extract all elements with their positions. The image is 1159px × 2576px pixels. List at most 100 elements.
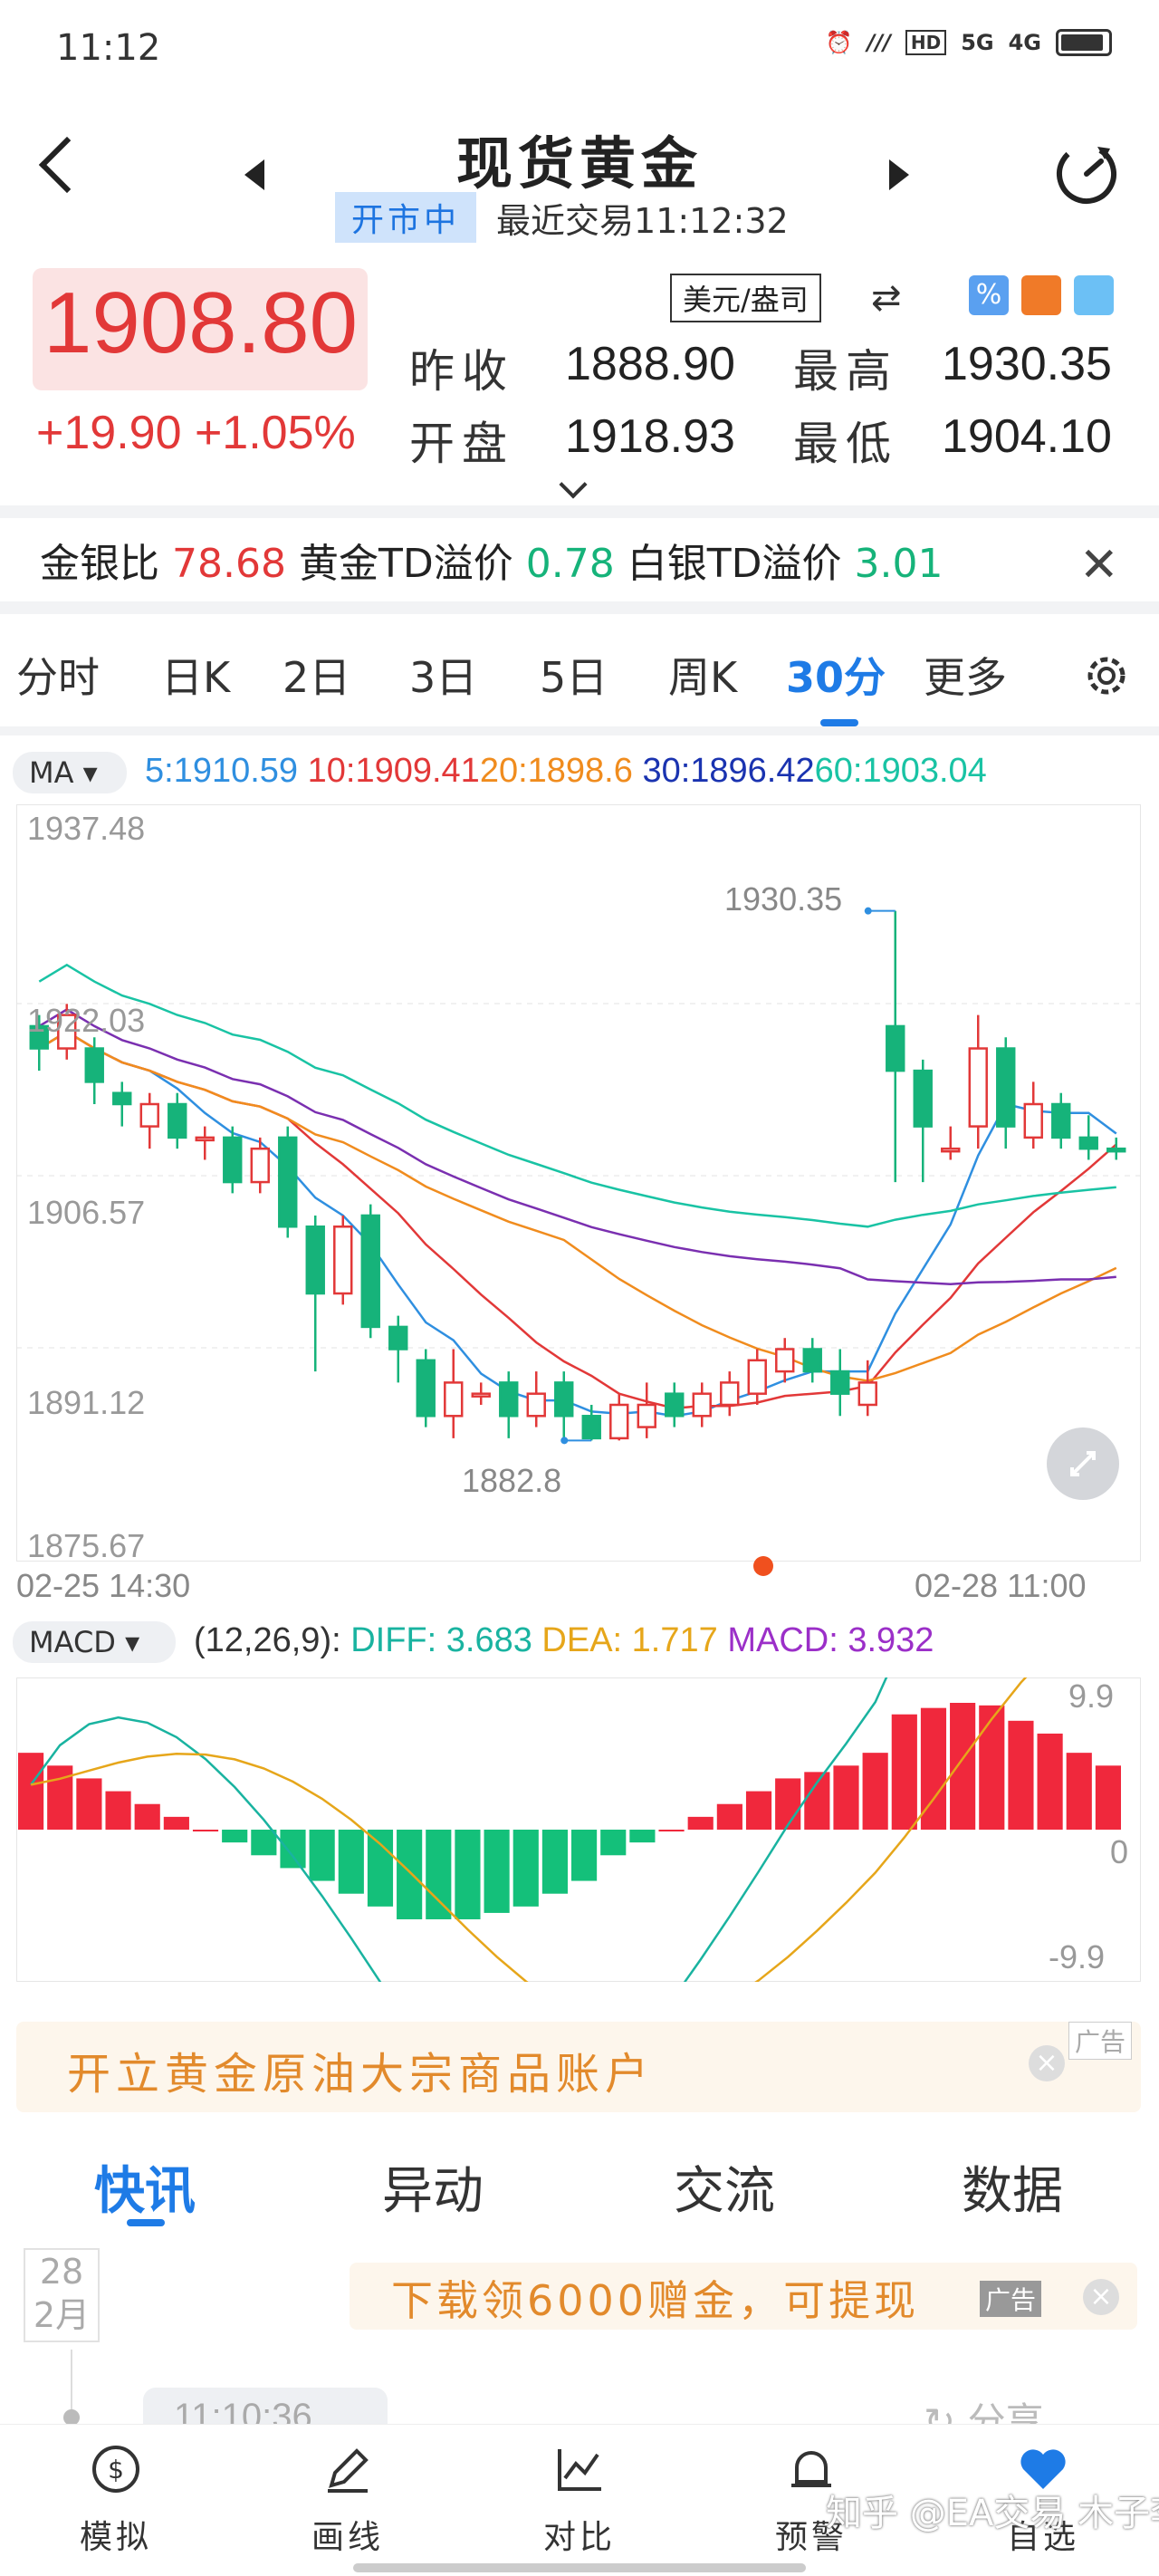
market-status-badge: 开市中 [335, 192, 477, 243]
calculator-icon[interactable]: % [969, 275, 1009, 315]
candle [168, 1092, 187, 1149]
high-value: 1930.35 [942, 338, 1112, 390]
macd-y-tick: 0 [1110, 1833, 1129, 1870]
macd-bar [338, 1830, 364, 1894]
kline-chart-frame[interactable] [16, 804, 1141, 1562]
tab-intraday[interactable]: 分时 [16, 653, 100, 702]
candle [886, 910, 905, 1183]
diff-value: DIFF: 3.683 [350, 1621, 532, 1659]
watermark: 知乎 @EA交易 木子李 [826, 2493, 1159, 2534]
unit-selector[interactable]: 美元/盎司 [670, 274, 821, 322]
diff-line [30, 1677, 888, 1982]
macd-bar [541, 1830, 568, 1894]
active-news-tab-indicator [127, 2219, 165, 2226]
high-label: 最高 [793, 345, 898, 398]
nav-alarm[interactable]: 预警 [748, 2442, 875, 2558]
macd-chart-frame[interactable] [16, 1677, 1141, 1982]
candle [57, 1004, 77, 1060]
macd-bar [979, 1705, 1005, 1830]
lighthouse-icon[interactable] [1021, 275, 1061, 315]
candle [223, 1126, 243, 1194]
candle [609, 1393, 629, 1441]
status-time: 11:12 [56, 27, 161, 69]
macd-selector[interactable]: MACD ▾ [13, 1621, 176, 1663]
nav-compare-label: 对比 [542, 2519, 616, 2556]
candle [360, 1204, 380, 1339]
ma5-line [38, 1030, 1117, 1418]
y-tick-label: 1937.48 [27, 810, 146, 847]
next-instrument-icon[interactable] [889, 159, 909, 190]
battery-icon [1056, 29, 1112, 56]
fullscreen-button[interactable] [1047, 1427, 1119, 1500]
tab-2day[interactable]: 2日 [283, 653, 351, 702]
close-icon[interactable]: ✕ [1079, 538, 1119, 592]
candle [1106, 1137, 1126, 1160]
expand-chevron-icon[interactable] [559, 470, 588, 499]
swap-icon[interactable]: ⇄ [871, 277, 902, 319]
nav-favorites[interactable]: 自选 [980, 2442, 1106, 2558]
candle [444, 1349, 464, 1438]
candle [941, 1126, 961, 1160]
ad-close-icon[interactable]: × [1029, 2045, 1065, 2081]
news-tab-data[interactable]: 数据 [962, 2162, 1063, 2221]
nav-compare[interactable]: 对比 [516, 2442, 643, 2558]
ratio-bar: 金银比 78.68 黄金TD溢价 0.78 白银TD溢价 3.01 [40, 531, 943, 589]
previous-instrument-icon[interactable] [244, 159, 264, 190]
nav-simulate[interactable]: $ 模拟 [53, 2442, 179, 2558]
gear-icon[interactable] [1081, 650, 1132, 701]
timeline-line [71, 2350, 72, 2413]
tab-more[interactable]: 更多 [924, 653, 1007, 702]
tab-3day[interactable]: 3日 [409, 653, 478, 702]
macd-bar [1066, 1753, 1092, 1830]
candle [830, 1349, 850, 1417]
macd-chart[interactable] [16, 1677, 1141, 1982]
candle [637, 1382, 656, 1438]
ma30-value: 30:1896.42 [642, 752, 815, 790]
y-tick-label: 1875.67 [27, 1527, 146, 1564]
tab-weekly[interactable]: 周K [668, 653, 738, 702]
pie-chart-icon[interactable] [1074, 275, 1114, 315]
dea-value: DEA: 1.717 [541, 1621, 718, 1659]
volte-icon: /// [867, 30, 891, 55]
ma60-line [38, 963, 1116, 1228]
scroll-position-dot [753, 1556, 773, 1576]
nav-alarm-label: 预警 [774, 2519, 848, 2556]
divider [0, 726, 1159, 735]
macd-bar [950, 1703, 976, 1830]
news-tab-movement[interactable]: 异动 [382, 2162, 484, 2221]
news-tab-flash[interactable]: 快讯 [94, 2162, 196, 2221]
macd-bar [716, 1803, 742, 1830]
macd-bar [455, 1830, 481, 1919]
ma-selector[interactable]: MA ▾ [13, 752, 127, 793]
ad-text[interactable]: 开立黄金原油大宗商品账户 [67, 2049, 655, 2100]
candle [665, 1382, 685, 1427]
kline-chart[interactable] [16, 804, 1141, 1562]
divider [0, 505, 1159, 518]
macd-bar [163, 1816, 189, 1830]
ad-banner[interactable] [16, 2022, 1141, 2112]
news-ad-text[interactable]: 下载领6000赠金，可提现 [391, 2276, 920, 2325]
tab-5day[interactable]: 5日 [540, 653, 608, 702]
macd-bar [1008, 1720, 1034, 1830]
macd-bar [862, 1753, 888, 1830]
low-value: 1904.10 [942, 410, 1112, 463]
macd-y-tick: -9.9 [1049, 1938, 1106, 1975]
gs-ratio-value: 78.68 [172, 541, 286, 587]
news-ad-close-icon[interactable]: × [1083, 2279, 1119, 2315]
news-tab-discussion[interactable]: 交流 [674, 2162, 775, 2221]
tab-30min[interactable]: 30分 [786, 653, 886, 702]
extreme-marker-dot [864, 907, 872, 915]
macd-bar [891, 1714, 917, 1830]
candle [581, 1404, 601, 1441]
favorite-heart-icon [1020, 2449, 1066, 2489]
nav-draw-line[interactable]: 画线 [284, 2442, 411, 2558]
refresh-icon[interactable] [1050, 136, 1123, 208]
home-indicator[interactable] [353, 2563, 806, 2572]
macd-bar [1037, 1733, 1063, 1830]
candle [195, 1126, 215, 1160]
macd-bar [804, 1772, 830, 1830]
tab-daily[interactable]: 日K [161, 653, 231, 702]
macd-bar [426, 1830, 452, 1919]
macd-bar [484, 1830, 510, 1913]
compare-icon [558, 2449, 601, 2491]
